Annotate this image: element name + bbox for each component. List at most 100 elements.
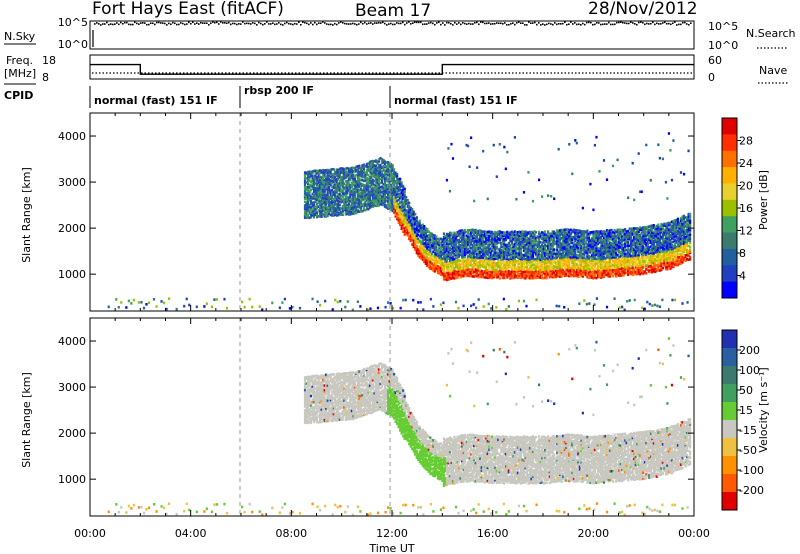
power-cell (329, 175, 332, 179)
power-cell (379, 199, 382, 202)
power-cell (614, 237, 618, 241)
power-cell (308, 186, 311, 190)
power-cell (391, 180, 394, 183)
power-cell (580, 229, 583, 233)
power-cell (571, 229, 574, 233)
power-cell (389, 171, 393, 175)
power-cell (637, 264, 640, 268)
power-cell (382, 203, 385, 207)
power-cell (572, 258, 575, 262)
power-cell (335, 182, 338, 186)
power-cell (430, 262, 433, 265)
power-cell (483, 261, 486, 265)
power-cell (460, 238, 464, 242)
power-cell (359, 185, 362, 188)
power-cell (477, 269, 480, 273)
power-cell (445, 236, 449, 240)
power-cell (491, 274, 494, 278)
power-cell (622, 246, 625, 250)
power-cell (477, 273, 480, 277)
power-cell (518, 239, 521, 242)
power-cell (651, 270, 654, 274)
power-cell (551, 232, 554, 236)
power-cell (418, 249, 421, 253)
power-cell (391, 172, 394, 176)
noise-point (534, 21, 536, 24)
power-cell (507, 235, 510, 239)
power-cell (343, 175, 346, 179)
power-cell (488, 276, 491, 280)
power-cell (383, 171, 387, 175)
power-cell (435, 235, 438, 238)
power-cell (640, 247, 643, 251)
power-cell (637, 256, 640, 259)
power-cell (385, 175, 388, 179)
power-cell (444, 236, 447, 240)
power-cell (350, 201, 353, 205)
power-cell (473, 231, 476, 235)
power-cell (415, 229, 418, 233)
power-cell (334, 197, 337, 200)
power-cell (335, 180, 338, 184)
power-cell (427, 253, 430, 256)
power-cell (480, 238, 483, 241)
power-cell (648, 248, 651, 252)
power-cell (646, 268, 649, 272)
power-cell (512, 247, 515, 250)
power-cell (643, 230, 646, 234)
power-cell (617, 257, 621, 261)
power-cell (322, 187, 325, 191)
power-cell (374, 187, 378, 191)
power-cell (424, 244, 427, 247)
power-cell (317, 190, 320, 194)
power-cell (338, 207, 341, 210)
power-cell (498, 234, 501, 238)
power-cell (350, 166, 353, 170)
power-cell (412, 229, 415, 232)
power-cell (362, 175, 366, 179)
power-cell (519, 243, 523, 246)
power-cell (633, 227, 636, 230)
freq-tick-left-top: 18 (42, 54, 56, 67)
power-cell (457, 265, 461, 269)
power-cell (506, 247, 509, 251)
power-cell (575, 241, 578, 245)
power-cell (515, 238, 518, 242)
power-cell (317, 184, 320, 188)
power-cell (572, 273, 575, 276)
power-cell (593, 243, 597, 247)
power-cell (560, 274, 563, 278)
power-cell (574, 139, 577, 142)
power-cell (344, 200, 347, 204)
power-cell (633, 249, 636, 253)
power-cell (355, 186, 358, 190)
power-cell (423, 227, 426, 230)
power-cell (311, 170, 314, 173)
noise-point (318, 22, 320, 25)
power-cell (361, 203, 364, 206)
power-cell (326, 199, 329, 203)
noise-point (660, 23, 662, 25)
power-cell (569, 228, 572, 232)
power-cell (412, 222, 415, 226)
power-cell (323, 210, 326, 214)
power-cell (639, 228, 642, 232)
power-cell (432, 263, 435, 267)
power-cell (396, 205, 399, 209)
power-cell (457, 271, 461, 274)
power-cell (575, 233, 578, 237)
power-cell (628, 261, 631, 264)
power-cell (563, 245, 566, 248)
power-cell (334, 211, 337, 214)
noise-point (476, 21, 478, 24)
power-cell (547, 194, 550, 198)
power-cell (621, 251, 624, 255)
power-cell (522, 238, 526, 242)
power-cell (568, 236, 571, 240)
power-cell (590, 254, 594, 257)
power-cell (322, 181, 325, 184)
power-cell (628, 244, 631, 248)
power-cell (338, 203, 341, 207)
power-cell (510, 251, 513, 255)
power-cell (385, 161, 388, 164)
